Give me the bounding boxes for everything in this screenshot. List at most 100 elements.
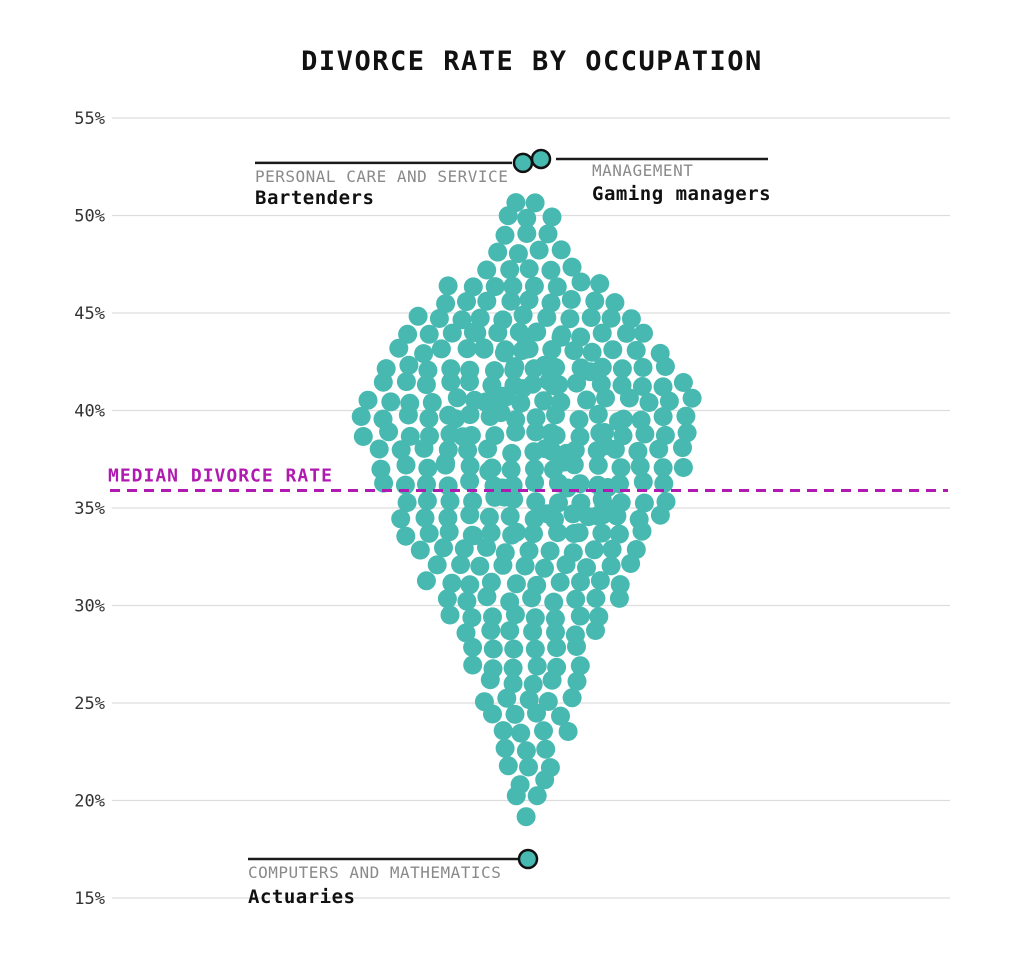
swarm-dot [558,722,578,741]
swarm-dot [621,554,641,573]
swarm-dot [517,224,537,243]
swarm-dot [541,423,561,443]
swarm-dot [526,408,546,428]
swarm-dot [503,658,523,678]
swarm-dot [610,575,630,595]
beeswarm-dots [351,193,702,827]
swarm-dot [396,455,416,475]
swarm-dot [415,508,435,528]
swarm-dot [460,372,479,392]
swarm-dot [456,623,476,643]
swarm-dot [493,721,513,741]
swarm-dot [621,309,641,329]
swarm-dot [609,412,628,431]
swarm-dot [542,670,562,690]
swarm-dot [418,360,438,380]
swarm-dot [503,674,523,694]
swarm-dot [607,506,627,526]
swarm-dot [481,523,501,543]
swarm-dot [419,324,439,344]
swarm-dot [477,260,497,280]
swarm-dot [391,509,411,529]
swarm-dot [628,441,648,461]
swarm-dot [445,409,465,429]
swarm-dot [462,608,482,628]
swarm-dot [436,294,456,314]
swarm-dot [483,704,502,724]
swarm-dot [567,373,587,393]
swarm-dot [609,524,629,544]
callout-actuaries: COMPUTERS AND MATHEMATICS Actuaries [248,848,539,908]
callout-marker-dot [530,148,552,170]
swarm-dot [551,706,570,726]
swarm-dot [504,639,524,659]
y-tick-label: 20% [74,792,105,812]
swarm-dot [536,739,556,759]
swarm-dot [440,491,460,511]
swarm-dot [535,770,555,790]
swarm-dot [527,656,547,676]
swarm-dot [369,439,389,459]
swarm-dot [557,478,577,498]
swarm-dot [493,386,513,406]
swarm-dot [682,388,702,408]
swarm-dot [441,372,461,392]
swarm-dot [525,459,544,479]
swarm-dot [451,555,471,575]
swarm-dot [398,405,418,425]
swarm-dot [506,786,526,806]
swarm-dot [517,208,537,228]
swarm-dot [588,455,608,475]
swarm-dot [544,592,564,612]
swarm-dot [562,257,582,277]
swarm-dot [460,405,480,425]
swarm-dot [538,692,558,711]
swarm-dot [534,391,554,411]
swarm-dot [562,688,582,708]
swarm-dot [396,526,416,546]
swarm-dot [582,342,602,362]
y-tick-label: 15% [74,889,105,909]
swarm-dot [545,609,565,629]
swarm-dot [475,392,495,412]
swarm-dot [524,524,543,544]
y-tick-label: 40% [74,402,105,422]
swarm-dot [634,493,654,513]
swarm-dot [595,423,614,442]
swarm-dot [397,493,417,513]
swarm-dot [419,408,439,428]
swarm-dot [519,757,538,777]
swarm-dot [551,240,571,260]
swarm-dot [544,376,564,396]
swarm-dot [639,393,659,412]
swarm-dot [454,539,474,559]
swarm-dot [541,293,561,313]
swarm-dot [419,523,439,543]
swarm-dot [569,410,589,430]
swarm-dot [438,508,458,528]
swarm-dot [571,272,591,292]
swarm-dot [479,461,499,481]
swarm-dot [452,310,472,330]
swarm-dot [505,357,525,377]
y-tick-label: 30% [74,597,105,617]
y-axis-tick-labels: 55% 50% 45% 40% 35% 30% 25% 20% 15% [74,109,105,909]
swarm-dot [485,277,505,297]
chart-title: DIVORCE RATE BY OCCUPATION [301,46,763,77]
swarm-dot [546,622,565,642]
swarm-dot [498,206,518,226]
swarm-dot [442,323,462,343]
swarm-dot [590,571,610,591]
swarm-dot [434,538,453,558]
swarm-dot [653,407,673,427]
swarm-dot [501,291,521,311]
swarm-dot [422,393,442,412]
swarm-dot [619,388,639,408]
swarm-dot [379,422,399,442]
swarm-dot [567,671,587,691]
callout-gaming-managers: MANAGEMENT Gaming managers [530,148,771,205]
swarm-dot [505,605,525,625]
swarm-dot [391,440,411,460]
swarm-dot [438,276,458,296]
